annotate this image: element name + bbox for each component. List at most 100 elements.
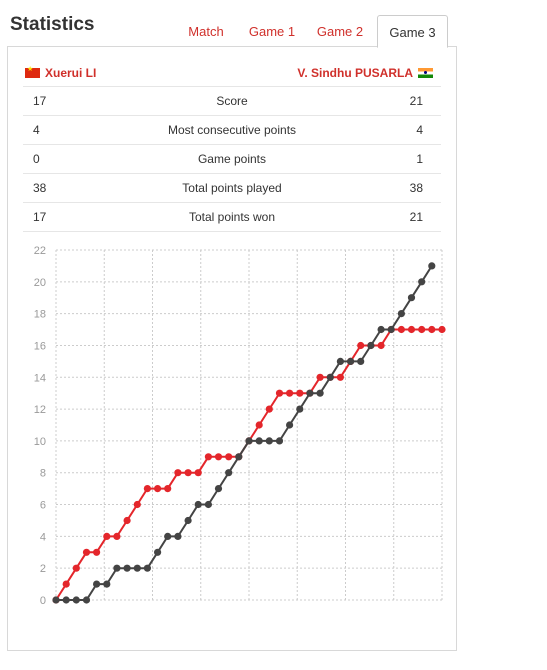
data-point: [296, 389, 304, 397]
data-point: [418, 278, 426, 286]
data-point: [347, 357, 355, 365]
y-tick-label: 6: [40, 500, 46, 512]
data-point: [316, 373, 324, 381]
india-flag-icon: [418, 68, 433, 78]
data-point: [428, 262, 436, 270]
data-point: [316, 389, 324, 397]
tab-match[interactable]: Match: [188, 24, 224, 39]
stat-left-value: 38: [33, 181, 47, 195]
players-header: Xuerui LI V. Sindhu PUSARLA: [25, 65, 433, 82]
stat-row-points-played: Total points played 38 38: [23, 174, 441, 203]
tab-game-3[interactable]: Game 3: [377, 15, 448, 48]
y-tick-label: 16: [34, 340, 46, 352]
data-point: [265, 437, 273, 445]
tab-game-1[interactable]: Game 1: [248, 24, 296, 39]
data-point: [326, 373, 334, 381]
data-point: [265, 405, 273, 413]
data-point: [123, 564, 131, 572]
data-point: [174, 532, 182, 541]
stat-right-value: 21: [409, 210, 423, 224]
player-right-name: V. Sindhu PUSARLA: [297, 66, 413, 80]
stat-left-value: 4: [33, 123, 40, 137]
data-point: [62, 580, 70, 588]
data-point: [154, 548, 162, 556]
data-point: [387, 325, 395, 334]
data-point: [336, 373, 344, 381]
data-point: [93, 548, 101, 556]
stat-right-value: 21: [409, 94, 423, 108]
tab-game-2[interactable]: Game 2: [316, 24, 364, 39]
stat-row-score: Score 17 21: [23, 87, 441, 116]
data-point: [286, 421, 294, 429]
y-tick-label: 4: [40, 531, 46, 543]
data-point: [306, 389, 314, 397]
data-point: [255, 437, 263, 445]
data-point: [82, 596, 91, 604]
data-point: [377, 325, 385, 334]
china-flag-icon: [25, 65, 40, 78]
stat-right-value: 4: [416, 123, 423, 137]
y-tick-label: 18: [34, 309, 46, 321]
data-point: [357, 341, 365, 350]
data-point: [275, 437, 284, 445]
stat-left-value: 17: [33, 210, 47, 224]
data-point: [174, 469, 182, 477]
data-point: [62, 596, 70, 604]
y-tick-label: 22: [34, 245, 46, 257]
stat-left-value: 17: [33, 94, 47, 108]
data-point: [113, 564, 121, 572]
data-point: [225, 469, 233, 477]
y-tick-label: 2: [40, 563, 46, 575]
data-point: [214, 453, 223, 461]
page-title: Statistics: [10, 14, 95, 35]
y-tick-label: 8: [40, 468, 46, 480]
data-point: [184, 469, 192, 477]
stat-label: Total points won: [188, 210, 276, 224]
data-point: [123, 516, 131, 525]
y-tick-label: 0: [40, 595, 46, 607]
data-point: [194, 500, 202, 509]
data-point: [296, 405, 304, 413]
data-point: [103, 580, 111, 588]
y-tick-label: 20: [34, 277, 46, 289]
data-point: [286, 389, 294, 397]
data-point: [225, 453, 233, 461]
player-left: Xuerui LI: [25, 65, 97, 80]
data-point: [93, 580, 101, 588]
data-point: [377, 341, 385, 350]
data-point: [336, 357, 344, 365]
series-line-right-player: [56, 265, 433, 601]
data-point: [214, 485, 223, 493]
data-point: [428, 325, 436, 334]
data-point: [154, 485, 162, 493]
y-tick-label: 12: [34, 404, 46, 416]
data-point: [133, 564, 141, 572]
data-point: [194, 469, 202, 477]
data-point: [113, 532, 121, 541]
data-point: [407, 294, 416, 302]
data-point: [204, 453, 212, 461]
stat-label: Score: [216, 94, 248, 108]
data-point: [184, 516, 192, 525]
player-left-name: Xuerui LI: [45, 66, 97, 80]
data-point: [164, 485, 172, 493]
stat-right-value: 38: [409, 181, 423, 195]
data-point: [52, 596, 60, 604]
stat-left-value: 0: [33, 152, 40, 166]
data-point: [397, 310, 405, 318]
data-point: [133, 500, 141, 509]
data-point: [255, 421, 263, 429]
data-point: [397, 325, 405, 334]
stat-label: Game points: [197, 152, 267, 166]
data-point: [407, 325, 416, 334]
data-point: [72, 564, 80, 572]
data-point: [204, 500, 212, 509]
data-point: [235, 453, 243, 461]
data-point: [82, 548, 91, 556]
data-point: [357, 357, 365, 365]
stat-row-points-won: Total points won 17 21: [23, 203, 441, 232]
data-point: [418, 325, 426, 334]
data-point: [143, 564, 151, 572]
data-point: [367, 341, 375, 350]
